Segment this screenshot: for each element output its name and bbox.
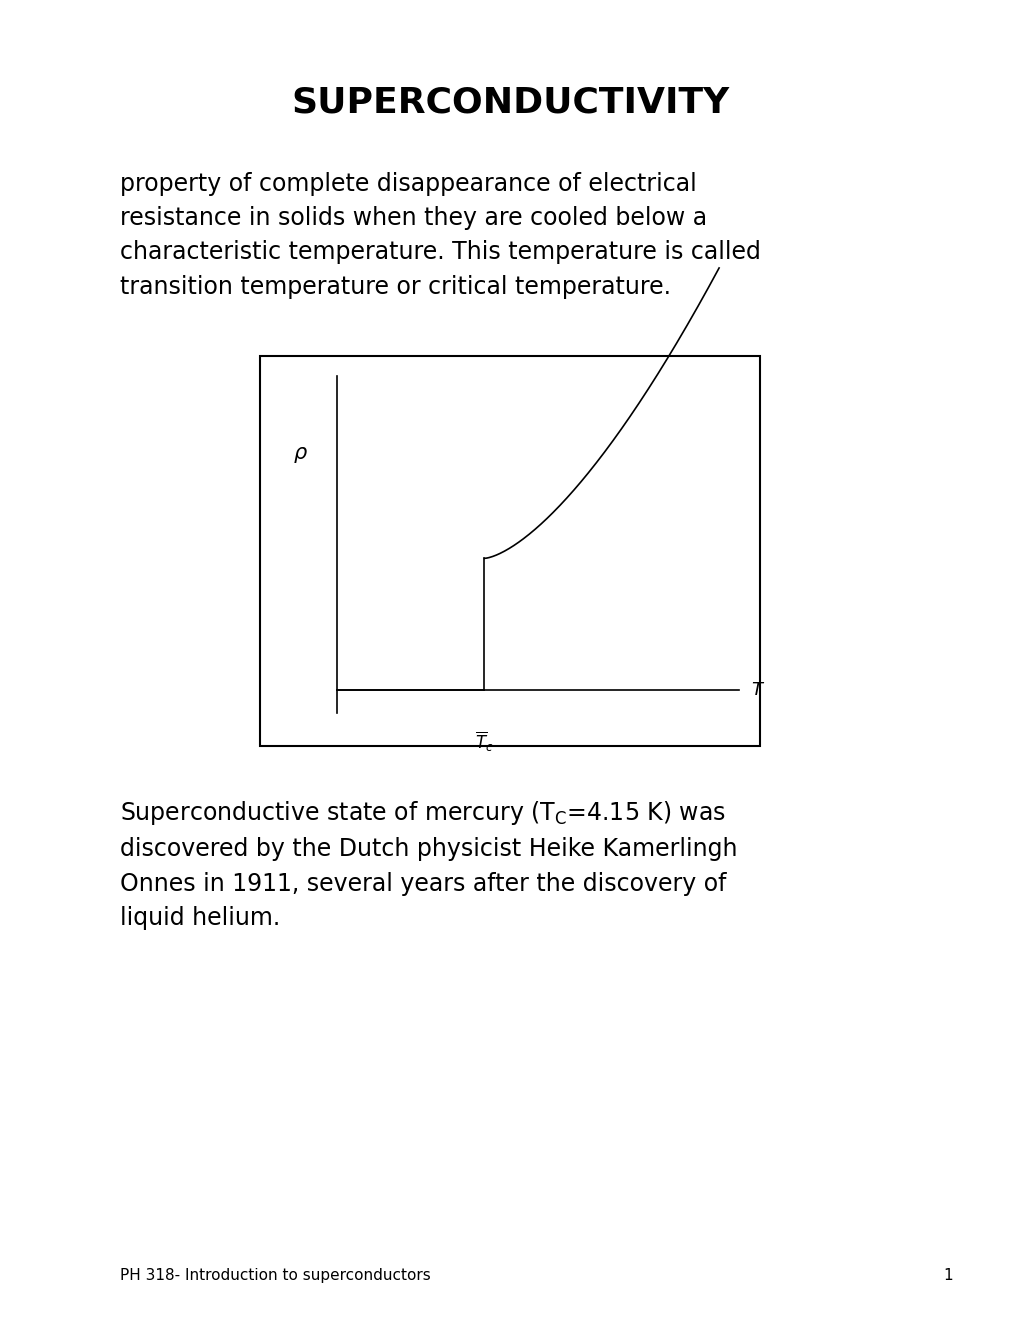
Bar xyxy=(260,356,759,746)
Text: 1: 1 xyxy=(943,1269,953,1283)
Text: $\rho$: $\rho$ xyxy=(293,445,308,466)
Text: SUPERCONDUCTIVITY: SUPERCONDUCTIVITY xyxy=(290,86,729,120)
Text: $\overline{T}_c$: $\overline{T}_c$ xyxy=(475,730,493,754)
Text: PH 318- Introduction to superconductors: PH 318- Introduction to superconductors xyxy=(120,1269,431,1283)
Text: Superconductive state of mercury (T$_\mathregular{C}$=4.15 K) was
discovered by : Superconductive state of mercury (T$_\ma… xyxy=(120,799,737,931)
Text: $T$: $T$ xyxy=(750,681,764,700)
Text: property of complete disappearance of electrical
resistance in solids when they : property of complete disappearance of el… xyxy=(120,172,760,298)
